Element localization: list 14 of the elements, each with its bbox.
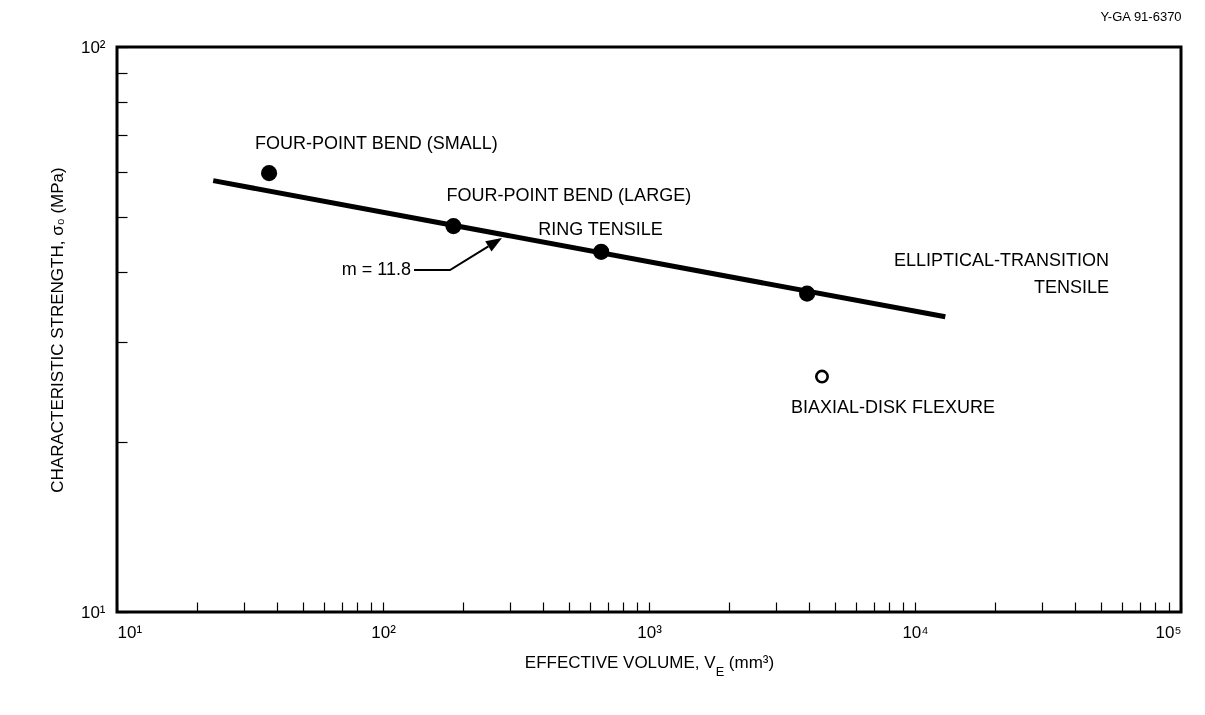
annotation: FOUR-POINT BEND (SMALL) — [255, 133, 498, 154]
annotation: m = 11.8 — [341, 259, 411, 279]
x-tick-label: 10³ — [637, 622, 663, 642]
x-axis-title: EFFECTIVE VOLUME, V$_{E}$ (mm³) — [524, 652, 775, 678]
text: Y-GA 91-6370 — [1100, 9, 1182, 24]
annotation: RING TENSILE — [538, 218, 663, 239]
annotation: ELLIPTICAL-TRANSITION TENSILE — [893, 250, 1109, 297]
annotation: BIAXIAL-DISK FLEXURE — [790, 396, 996, 417]
x-tick-label: 10⁵ — [1155, 622, 1182, 642]
x-tick-label: 10⁴ — [902, 622, 929, 642]
y-axis-title: CHARACTERISTIC STRENGTH, σ₀ (MPa) — [47, 167, 67, 493]
x-tick-label: 10¹ — [117, 622, 143, 642]
annotation: FOUR-POINT BEND (LARGE) — [446, 185, 692, 206]
x-tick-label: 10² — [371, 622, 397, 642]
